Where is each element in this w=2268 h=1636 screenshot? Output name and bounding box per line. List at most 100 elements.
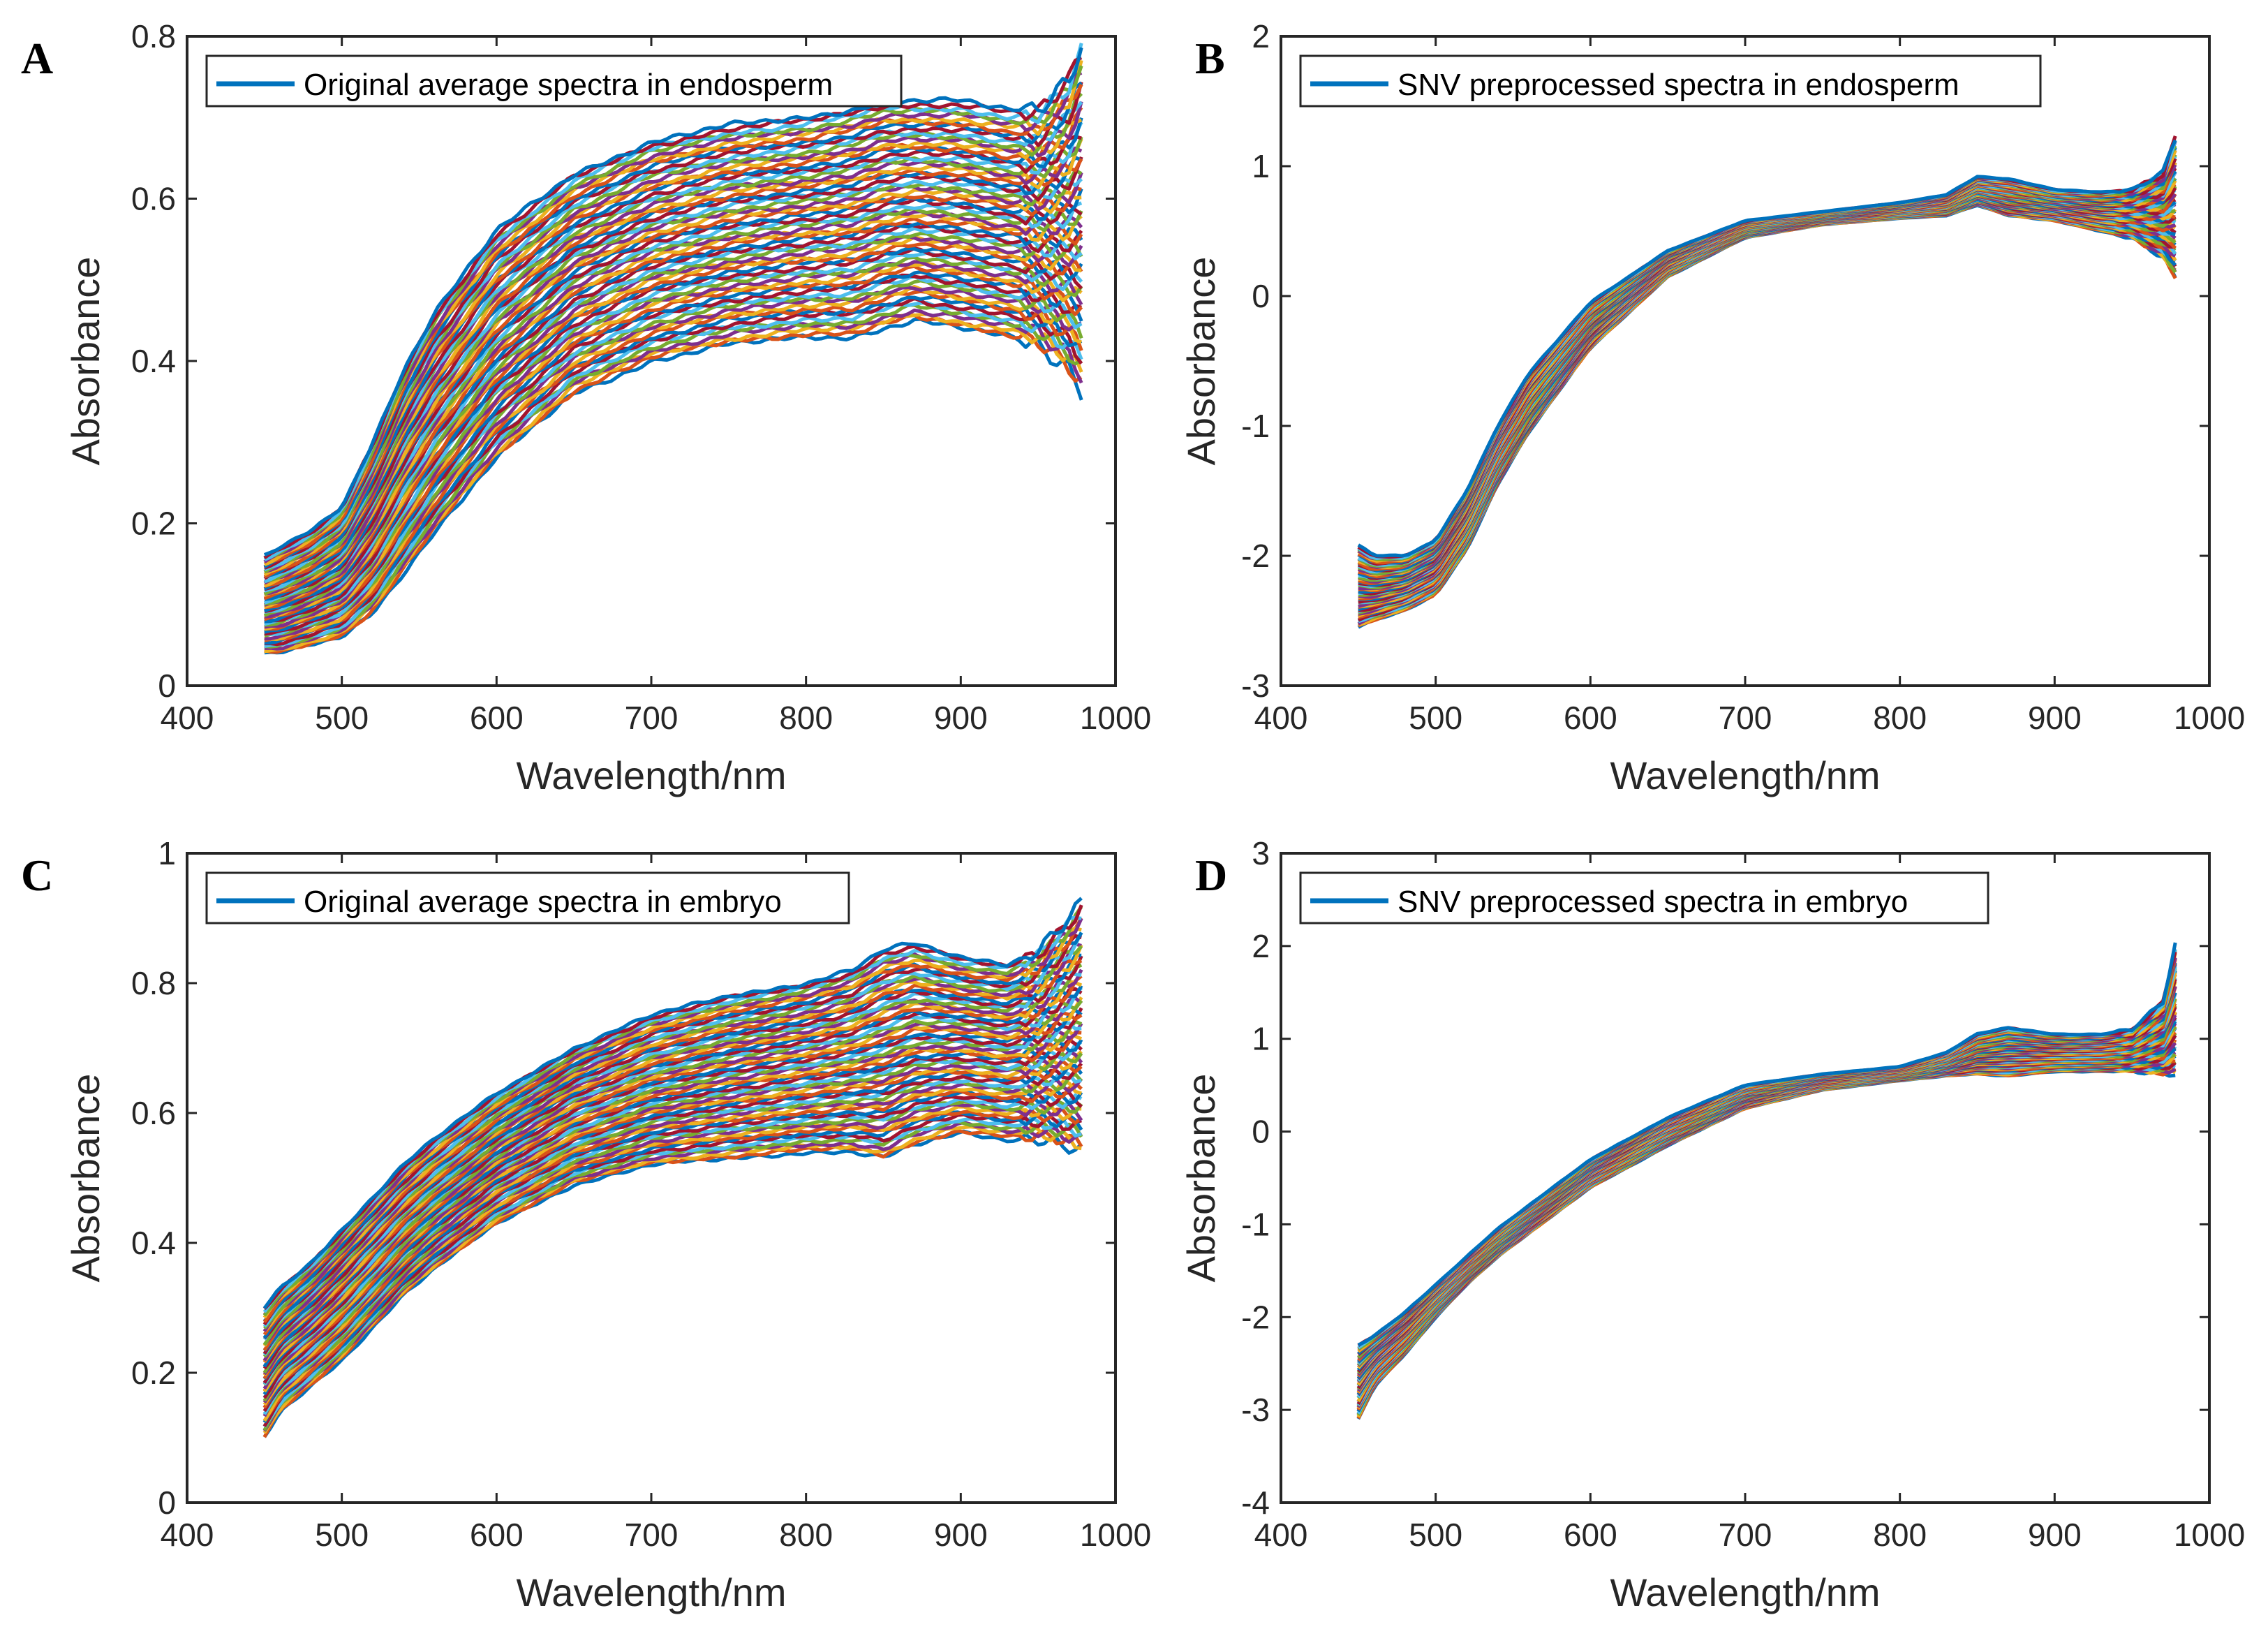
legend-box-c <box>205 871 850 924</box>
x-tick-label-b: 600 <box>1564 700 1617 736</box>
spectrum-line-d <box>1356 1063 2176 1415</box>
spectrum-line-c <box>262 1091 1083 1413</box>
x-tick-label-d: 600 <box>1564 1517 1617 1553</box>
y-tick-label-d: 0 <box>1252 1114 1270 1150</box>
x-tick-label-c: 900 <box>934 1517 988 1553</box>
spectrum-line-a <box>264 308 1083 651</box>
spectrum-line-d <box>1357 964 2177 1360</box>
spectrum-line-b <box>1358 192 2176 599</box>
spectrum-line-b <box>1358 201 2177 624</box>
legend-d: SNV preprocessed spectra in embryo <box>1299 871 1989 924</box>
spectrum-line-d <box>1357 972 2177 1360</box>
legend-label-a: Original average spectra in endosperm <box>304 68 833 102</box>
x-tick-label-a: 900 <box>934 700 988 736</box>
x-axis-label-d: Wavelength/nm <box>1610 1570 1881 1614</box>
spectrum-line-a <box>263 118 1083 577</box>
y-tick-label-c: 0 <box>158 1484 176 1521</box>
spectrum-line-b <box>1358 200 2177 619</box>
spectrum-line-a <box>264 303 1083 649</box>
y-tick-label-a: 0.2 <box>131 506 176 542</box>
spectrum-line-c <box>262 987 1083 1355</box>
spectrum-line-a <box>264 256 1083 627</box>
x-tick-label-c: 1000 <box>1080 1517 1151 1553</box>
y-tick-label-c: 0.6 <box>131 1095 176 1131</box>
x-tick-label-b: 400 <box>1254 700 1308 736</box>
legend-label-b: SNV preprocessed spectra in endosperm <box>1398 68 1959 102</box>
spectrum-line-d <box>1357 952 2177 1353</box>
spectrum-line-b <box>1358 198 2177 615</box>
y-tick-label-b: 1 <box>1252 148 1270 184</box>
spectra-lines-b <box>1357 135 2177 629</box>
spectrum-line-b <box>1358 198 2177 614</box>
spectrum-line-a <box>264 212 1083 609</box>
y-axis-label-b: Absorbance <box>1179 257 1223 466</box>
spectrum-line-b <box>1358 189 2177 591</box>
y-tick-label-b: 2 <box>1252 18 1270 54</box>
spectrum-line-a <box>263 47 1083 557</box>
x-tick-label-c: 700 <box>625 1517 679 1553</box>
plot-frame-d <box>1280 852 2211 1504</box>
x-tick-label-b: 800 <box>1873 700 1927 736</box>
spectrum-line-b <box>1358 197 2177 612</box>
y-tick-label-d: 1 <box>1252 1021 1270 1057</box>
spectrum-line-b <box>1357 139 2177 558</box>
y-tick-label-b: 0 <box>1252 278 1270 314</box>
x-tick-label-b: 500 <box>1409 700 1462 736</box>
legend-c: Original average spectra in embryo <box>205 871 850 924</box>
spectrum-line-d <box>1357 961 2177 1355</box>
x-tick-label-a: 1000 <box>1080 700 1151 736</box>
x-tick-label-a: 700 <box>625 700 679 736</box>
x-tick-label-c: 500 <box>315 1517 369 1553</box>
spectrum-line-a <box>264 270 1083 634</box>
spectrum-line-b <box>1358 187 2177 587</box>
spectrum-line-b <box>1358 198 2177 616</box>
spectrum-line-d <box>1357 951 2177 1347</box>
spectrum-line-d <box>1357 950 2177 1350</box>
y-tick-label-b: -1 <box>1241 408 1270 444</box>
y-ticks-d: -4 -3 -2 -1 0 1 2 3 <box>1241 835 2209 1521</box>
y-tick-label-d: -1 <box>1241 1206 1270 1242</box>
spectrum-line-d <box>1356 1066 2177 1416</box>
spectrum-line-d <box>1357 948 2177 1349</box>
x-tick-label-b: 1000 <box>2174 700 2245 736</box>
spectrum-line-b <box>1358 193 2177 600</box>
x-axis-label-a: Wavelength/nm <box>517 753 787 797</box>
spectrum-line-b <box>1358 191 2177 596</box>
spectrum-line-a <box>264 295 1083 645</box>
legend-box-d <box>1299 871 1989 924</box>
x-ticks-b: 400 500 600 700 800 900 1000 <box>1254 36 2245 736</box>
spectrum-line-d <box>1356 1053 2177 1410</box>
spectrum-line-d <box>1357 942 2177 1347</box>
panel-letter-c: C <box>21 850 53 900</box>
panel-c: C 00.20.40.60.81 400 500 600 700 800 900 1000 … <box>21 835 1151 1614</box>
panel-d: D -4 -3 -2 -1 0 1 2 3 400 500 600 700 800 900 1000 Ab… <box>1179 835 2245 1614</box>
x-tick-label-d: 800 <box>1873 1517 1927 1553</box>
spectrum-line-d <box>1357 973 2177 1362</box>
spectra-lines-a <box>263 43 1083 655</box>
y-tick-label-d: -4 <box>1241 1484 1270 1521</box>
spectrum-line-b <box>1358 201 2177 623</box>
spectrum-line-c <box>262 897 1083 1310</box>
y-axis-label-d: Absorbance <box>1179 1074 1223 1283</box>
spectrum-line-b <box>1358 191 2177 596</box>
spectrum-line-c <box>262 959 1083 1336</box>
spectrum-line-b <box>1358 197 2176 612</box>
spectrum-line-d <box>1356 1020 2177 1387</box>
y-ticks-a: 0 0.2 0.4 0.6 0.8 <box>131 18 1116 704</box>
legend-a: Original average spectra in endosperm <box>205 54 903 108</box>
y-tick-label-a: 0.4 <box>131 343 176 379</box>
x-tick-label-c: 600 <box>470 1517 524 1553</box>
spectrum-line-d <box>1356 1059 2176 1411</box>
panel-letter-d: D <box>1195 850 1227 900</box>
legend-box-a <box>205 54 903 108</box>
y-tick-label-d: -2 <box>1241 1299 1270 1335</box>
spectrum-line-b <box>1358 188 2177 589</box>
legend-b: SNV preprocessed spectra in endosperm <box>1299 54 2042 108</box>
x-tick-label-a: 400 <box>161 700 214 736</box>
spectrum-line-b <box>1358 191 2177 594</box>
spectrum-line-b <box>1358 192 2177 597</box>
legend-label-d: SNV preprocessed spectra in embryo <box>1398 885 1908 919</box>
spectrum-line-c <box>262 1110 1083 1424</box>
y-tick-label-c: 1 <box>158 835 176 871</box>
